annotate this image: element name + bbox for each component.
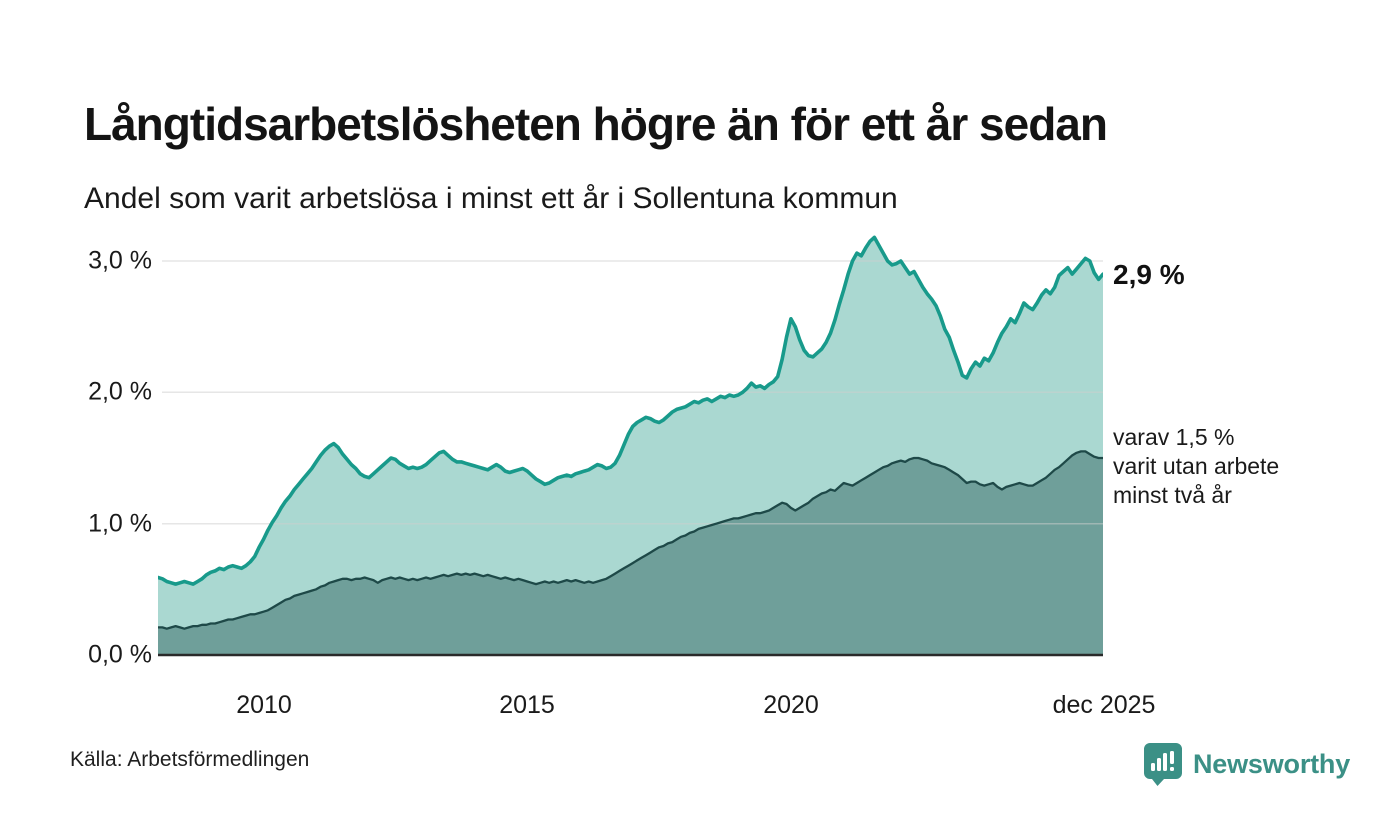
series-two-year-line (158, 450, 1103, 630)
y-axis-label-0: 0,0 % (88, 640, 152, 669)
x-axis-label-dec-2025: dec 2025 (1052, 691, 1156, 719)
series-two-year-area (158, 451, 1103, 655)
x-axis-label-2010: 2010 (236, 691, 292, 719)
newsworthy-logo: Newsworthy (1143, 742, 1350, 786)
gridlines (162, 260, 1103, 525)
newsworthy-logo-text: Newsworthy (1193, 748, 1351, 779)
x-axis-label-2015: 2015 (499, 691, 555, 719)
series-one-year-line (158, 235, 1103, 586)
source-attribution: Källa: Arbetsförmedlingen (70, 748, 310, 771)
y-axis-label-1: 1,0 % (88, 509, 152, 538)
logo-bar-chart-glyph (1151, 751, 1174, 771)
latest-value-annotation: 2,9 % (1113, 259, 1185, 290)
x-axis-label-2020: 2020 (763, 691, 819, 719)
area-chart-plot (158, 235, 1103, 657)
newsworthy-logo-icon (1144, 743, 1182, 786)
secondary-series-annotation: varav 1,5 % varit utan arbete minst två … (1113, 424, 1280, 508)
page-title: Långtidsarbetslösheten högre än för ett … (84, 97, 1108, 150)
chart-subtitle: Andel som varit arbetslösa i minst ett å… (84, 182, 898, 215)
y-axis-label-2: 2,0 % (88, 377, 152, 406)
y-axis-label-3: 3,0 % (88, 246, 152, 275)
